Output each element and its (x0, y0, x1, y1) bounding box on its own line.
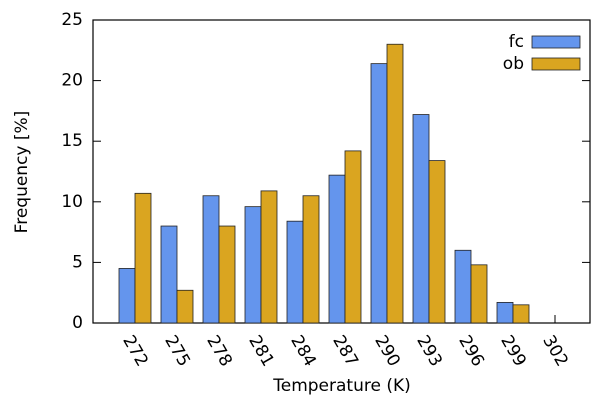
bar (386, 43, 404, 324)
bar (302, 195, 320, 324)
x-tick-label: 293 (412, 332, 446, 370)
y-tick-label: 20 (61, 71, 83, 91)
x-tick-label: 281 (244, 332, 278, 370)
legend-swatch (531, 57, 581, 71)
bar (202, 195, 220, 324)
bar (454, 249, 472, 324)
legend-label: fc (509, 32, 524, 52)
bar (244, 206, 262, 324)
y-tick-label: 25 (61, 10, 83, 30)
bar (328, 174, 346, 324)
y-tick-label: 5 (72, 252, 83, 272)
x-tick-label: 284 (286, 332, 320, 370)
bar (496, 301, 514, 324)
x-tick-label: 287 (328, 332, 362, 370)
y-axis-label: Frequency [%] (12, 111, 32, 234)
bar (160, 225, 178, 324)
bar (428, 160, 446, 324)
bar (286, 220, 304, 324)
x-tick-label: 302 (538, 332, 572, 370)
legend-swatch (531, 35, 581, 49)
bar (470, 264, 488, 324)
x-tick-label: 278 (202, 332, 236, 370)
bar (118, 268, 136, 324)
bar (412, 114, 430, 324)
x-axis-label: Temperature (K) (272, 376, 411, 396)
bar (370, 63, 388, 324)
x-tick-label: 299 (496, 332, 530, 370)
x-tick-label: 275 (160, 332, 194, 370)
y-tick-label: 10 (61, 192, 83, 212)
bar (218, 225, 236, 324)
bar (512, 304, 530, 324)
y-tick-label: 15 (61, 131, 83, 151)
x-tick-label: 290 (370, 332, 404, 370)
legend-label: ob (503, 54, 524, 74)
x-tick-label: 296 (454, 332, 488, 370)
bar (344, 150, 362, 324)
bar (134, 192, 152, 324)
bar (176, 289, 194, 324)
bar (260, 190, 278, 324)
x-tick-label: 272 (118, 332, 152, 370)
y-tick-label: 0 (72, 313, 83, 333)
